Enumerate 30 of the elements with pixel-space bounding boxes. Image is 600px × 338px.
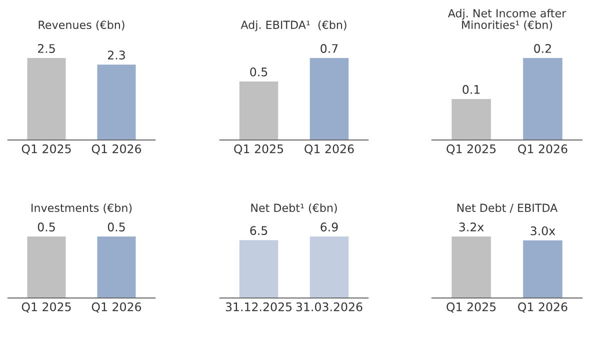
x-tick-label: Q1 2026 xyxy=(92,144,142,155)
x-tick-label: 31.03.2026 xyxy=(296,302,362,312)
data-label: 0.1 xyxy=(462,85,480,94)
x-tick-label: Q1 2026 xyxy=(518,144,568,155)
x-tick-label: Q1 2026 xyxy=(304,144,354,155)
x-tick-label: Q1 2025 xyxy=(22,144,71,155)
x-tick-label: Q1 2025 xyxy=(446,144,496,155)
data-label: 2.5 xyxy=(38,44,55,53)
data-label: 6.9 xyxy=(320,222,338,232)
x-tick-label: Q1 2026 xyxy=(518,302,568,313)
data-label: 0.5 xyxy=(38,222,55,232)
data-label: 0.7 xyxy=(320,44,338,53)
chart-title: Revenues (€bn) xyxy=(38,20,124,30)
chart-title: Adj. EBITDA¹ (€bn) xyxy=(240,20,346,32)
x-tick-label: 31.12.2025 xyxy=(226,302,292,312)
x-tick-label: Q1 2026 xyxy=(92,302,142,313)
data-label: 0.2 xyxy=(534,44,551,53)
x-tick-label: Q1 2025 xyxy=(446,302,496,313)
x-tick-label: Q1 2025 xyxy=(22,302,71,313)
data-label: 2.3 xyxy=(108,50,125,60)
data-label: 3.2x xyxy=(459,222,484,232)
chart-title: Investments (€bn) xyxy=(32,203,132,214)
x-tick-label: Q1 2025 xyxy=(234,144,284,155)
data-label: 6.5 xyxy=(250,226,268,236)
chart-title: Net Debt / EBITDA xyxy=(457,203,558,213)
data-label: 3.0x xyxy=(530,226,556,236)
chart-title: Net Debt¹ (€bn) xyxy=(251,203,337,214)
chart-title: Adj. Net Income after Minorities¹ (€bn) xyxy=(448,8,566,30)
data-label: 0.5 xyxy=(250,67,268,76)
data-label: 0.5 xyxy=(108,222,125,232)
